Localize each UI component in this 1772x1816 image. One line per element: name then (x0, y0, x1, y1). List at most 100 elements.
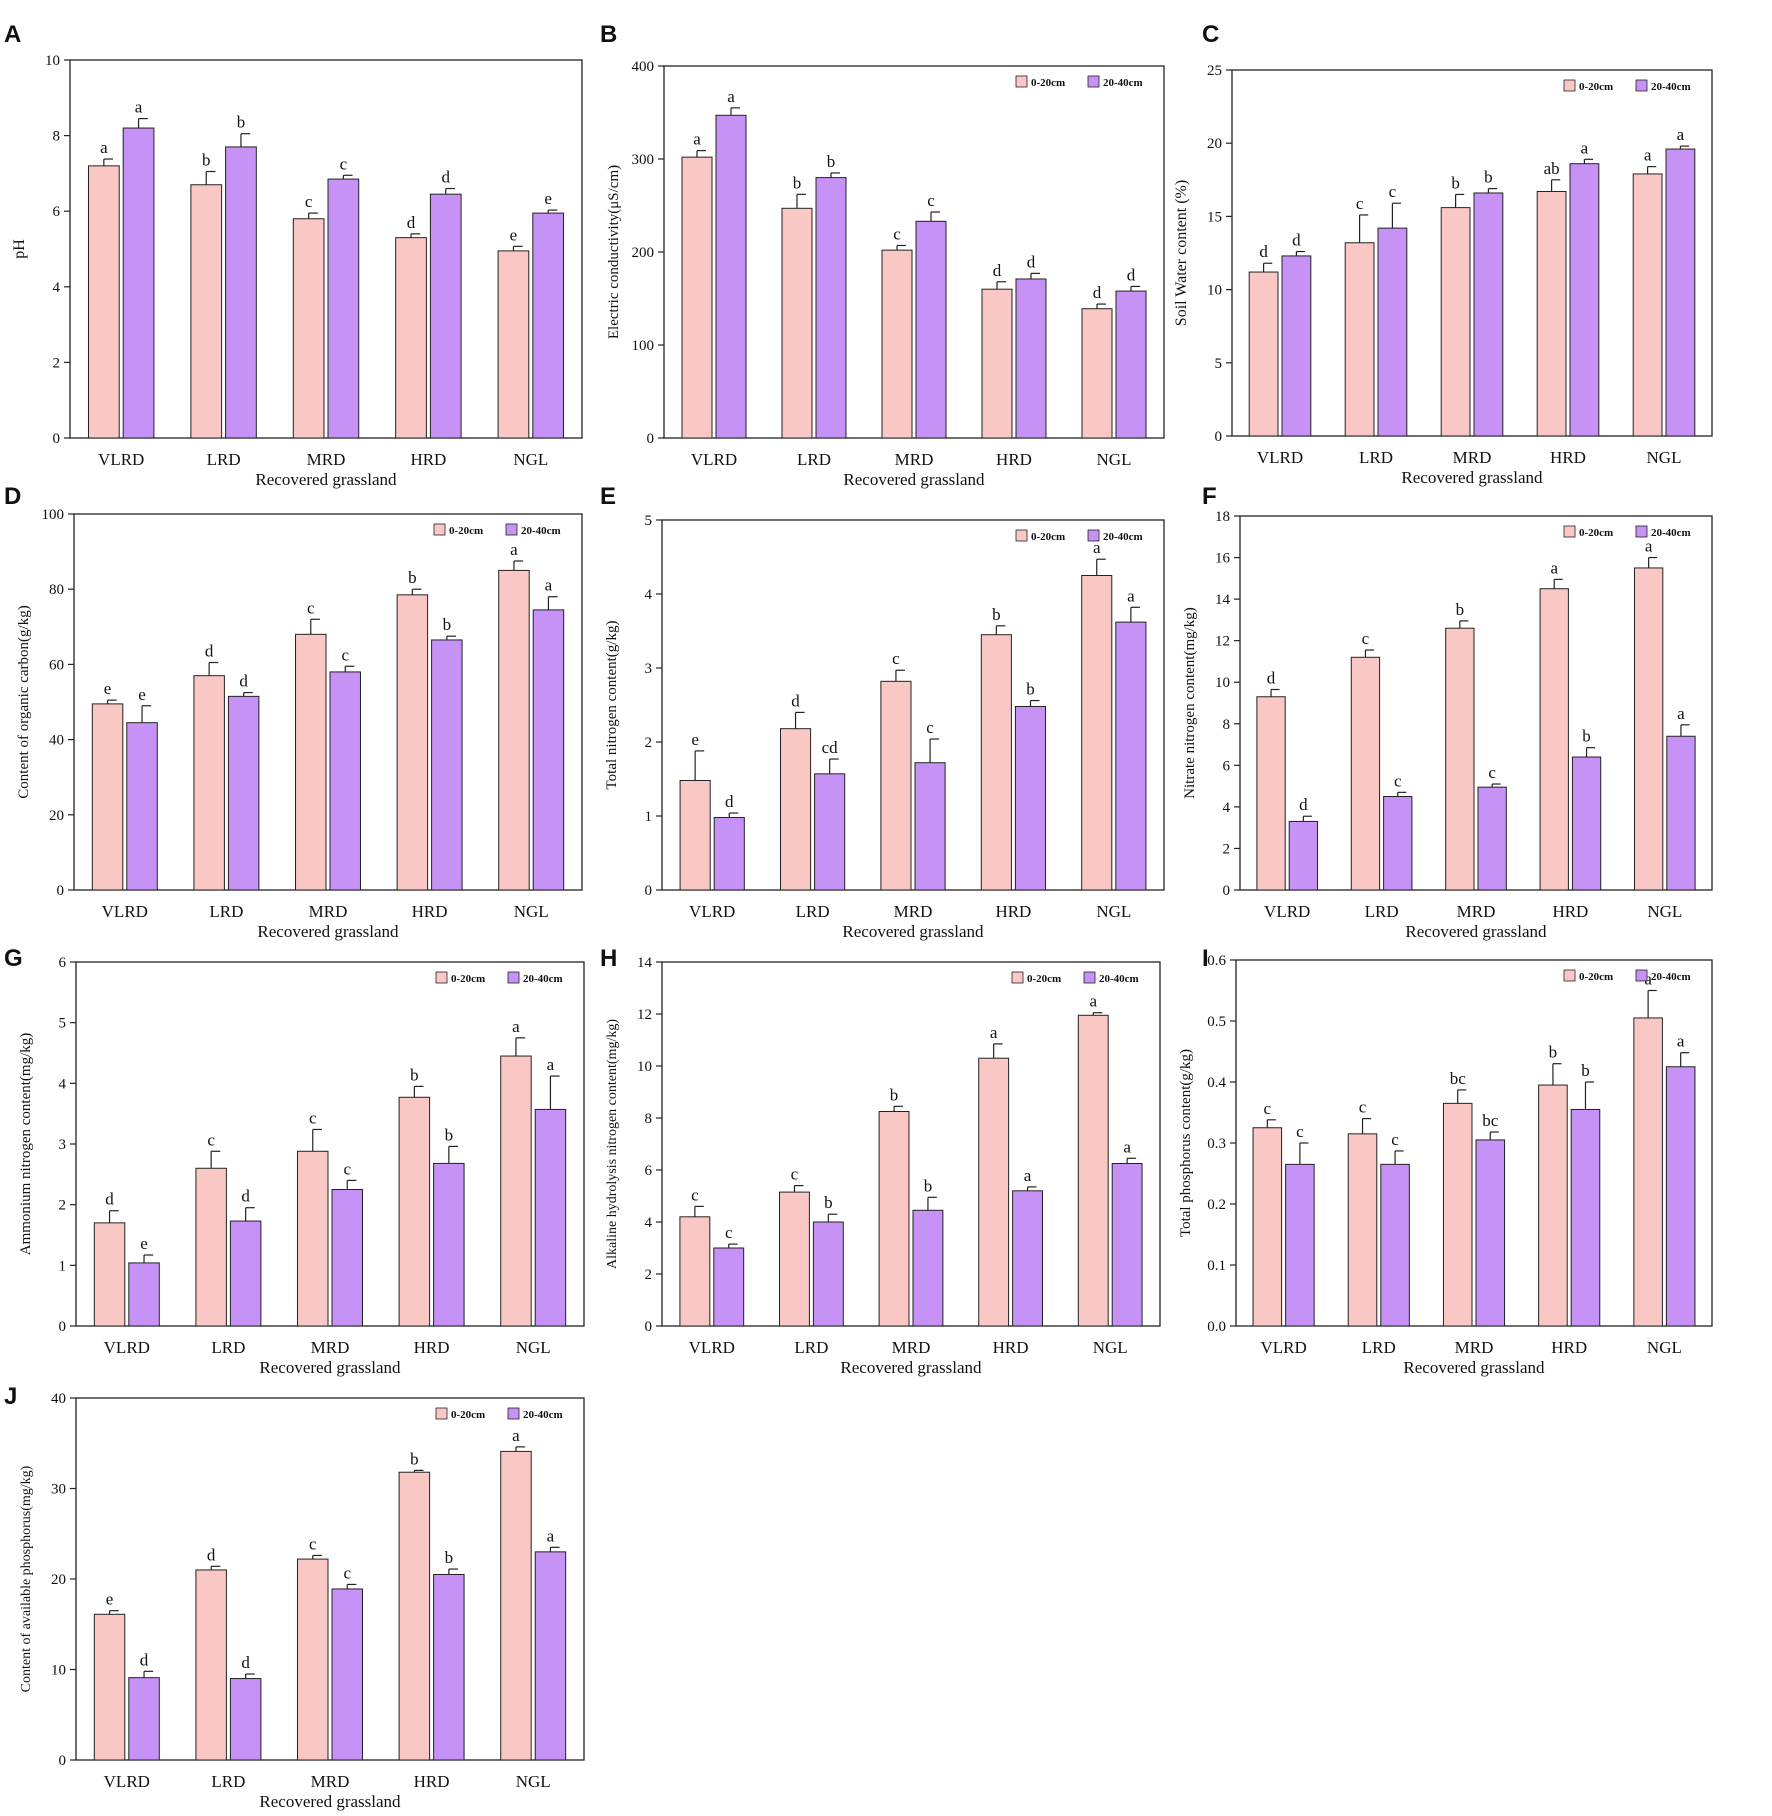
y-tick-label: 10 (45, 53, 60, 69)
significance-letter: b (410, 1449, 419, 1468)
legend: 0-20cm 20-40cm (1563, 79, 1691, 93)
significance-letter: c (207, 1130, 215, 1149)
legend-label: 20-40cm (1103, 531, 1143, 543)
y-tick-label: 4 (53, 280, 61, 296)
significance-letter: a (547, 1526, 555, 1545)
x-tick-label: NGL (1647, 448, 1682, 467)
bar-deep-lrd (227, 695, 260, 891)
significance-letter: e (510, 225, 518, 244)
y-axis-title: Total nitrogen content(g/kg) (604, 621, 620, 790)
significance-letter: d (1267, 668, 1276, 687)
x-tick-label: NGL (513, 450, 548, 469)
bar-shallow-vlrd (93, 1613, 126, 1761)
significance-letter: c (1391, 1130, 1399, 1149)
x-tick-label: HRD (1550, 448, 1586, 467)
significance-letter: e (140, 1234, 148, 1253)
bar-shallow-vlrd (87, 165, 120, 439)
bar-deep-mrd (331, 1189, 363, 1327)
legend-label: 0-20cm (449, 525, 483, 537)
bar-shallow-hrd (1536, 191, 1567, 437)
bar-shallow-vlrd (1256, 696, 1286, 891)
significance-letter: a (100, 138, 108, 157)
significance-letter: e (104, 679, 112, 698)
x-tick-label: MRD (307, 450, 346, 469)
y-tick-label: 60 (49, 657, 64, 673)
y-tick-label: 4 (645, 1215, 653, 1231)
significance-letter: b (827, 152, 836, 171)
bar-shallow-lrd (1344, 242, 1375, 437)
x-tick-label: VLRD (1257, 448, 1303, 467)
panel-f: F 0 2 4 6 8 10 12 14 16 18 Nitrate nitrogen content… (1182, 483, 1713, 941)
bar-deep-mrd (914, 762, 946, 891)
bar-deep-hrd (433, 1573, 465, 1761)
significance-letter: a (1644, 146, 1652, 165)
y-tick-label: 0 (1215, 429, 1223, 445)
y-tick-label: 30 (51, 1482, 66, 1498)
legend: 0-20cm 20-40cm (1011, 971, 1139, 985)
x-axis-title: Recovered grassland (259, 1358, 401, 1377)
bar-shallow-vlrd (679, 1216, 711, 1327)
y-tick-label: 4 (645, 587, 653, 603)
bar-deep-lrd (229, 1220, 262, 1327)
x-axis-title: Recovered grassland (259, 1792, 401, 1811)
significance-letter: d (725, 792, 734, 811)
significance-letter: c (340, 154, 348, 173)
bar-deep-ngl (534, 1108, 567, 1327)
significance-letter: a (135, 98, 143, 117)
y-tick-label: 100 (42, 507, 65, 523)
x-tick-label: NGL (1097, 450, 1132, 469)
significance-letter: a (1127, 586, 1135, 605)
significance-letter: b (443, 615, 452, 634)
legend-label: 0-20cm (1579, 527, 1613, 539)
y-tick-label: 5 (645, 513, 653, 529)
legend-label: 0-20cm (1579, 971, 1613, 983)
bar-shallow-ngl (500, 1055, 532, 1327)
significance-letter: c (309, 1108, 317, 1127)
bar-shallow-ngl (1081, 308, 1113, 439)
significance-letter: ab (1544, 159, 1560, 178)
bar-deep-ngl (534, 1551, 567, 1761)
panel-c: C 0 5 10 15 20 25 Soil Water content (%) VLRD d d L… (1173, 21, 1713, 487)
x-tick-label: HRD (996, 450, 1032, 469)
y-tick-label: 400 (632, 59, 655, 75)
bar-shallow-ngl (500, 1450, 532, 1761)
significance-letter: e (691, 730, 699, 749)
y-tick-label: 3 (645, 661, 653, 677)
bar-deep-ngl (1115, 290, 1147, 439)
bar-deep-hrd (1571, 756, 1602, 891)
significance-letter: c (1362, 629, 1370, 648)
x-tick-label: HRD (993, 1338, 1029, 1357)
y-tick-label: 0.1 (1207, 1258, 1226, 1274)
x-tick-label: NGL (1096, 902, 1131, 921)
bar-deep-mrd (915, 220, 947, 439)
bar-deep-hrd (431, 639, 463, 891)
x-tick-label: MRD (895, 450, 934, 469)
y-axis-title: Content of available phosphorus(mg/kg) (19, 1465, 34, 1692)
significance-letter: c (691, 1185, 699, 1204)
bar-deep-ngl (532, 609, 565, 891)
x-tick-label: NGL (1093, 1338, 1128, 1357)
significance-letter: c (1389, 182, 1397, 201)
significance-letter: e (138, 685, 146, 704)
bar-shallow-ngl (497, 250, 530, 439)
bar-deep-vlrd (1288, 820, 1319, 891)
panel-letter: H (600, 945, 617, 972)
significance-letter: d (241, 1187, 250, 1206)
legend: 0-20cm 20-40cm (1563, 525, 1691, 539)
y-tick-label: 80 (49, 582, 64, 598)
y-tick-label: 2 (53, 355, 61, 371)
significance-letter: a (1677, 125, 1685, 144)
x-tick-label: NGL (1647, 1338, 1682, 1357)
significance-letter: d (993, 261, 1002, 280)
legend-label: 20-40cm (1099, 973, 1139, 985)
bar-shallow-hrd (396, 594, 429, 891)
y-tick-label: 0 (53, 431, 61, 447)
y-tick-label: 10 (1207, 283, 1222, 299)
legend: 0-20cm 20-40cm (1015, 529, 1143, 543)
legend-swatch (1563, 969, 1576, 982)
bar-shallow-hrd (1539, 588, 1569, 891)
significance-letter: a (510, 540, 518, 559)
bar-deep-vlrd (126, 722, 158, 891)
y-tick-label: 0.5 (1207, 1014, 1226, 1030)
